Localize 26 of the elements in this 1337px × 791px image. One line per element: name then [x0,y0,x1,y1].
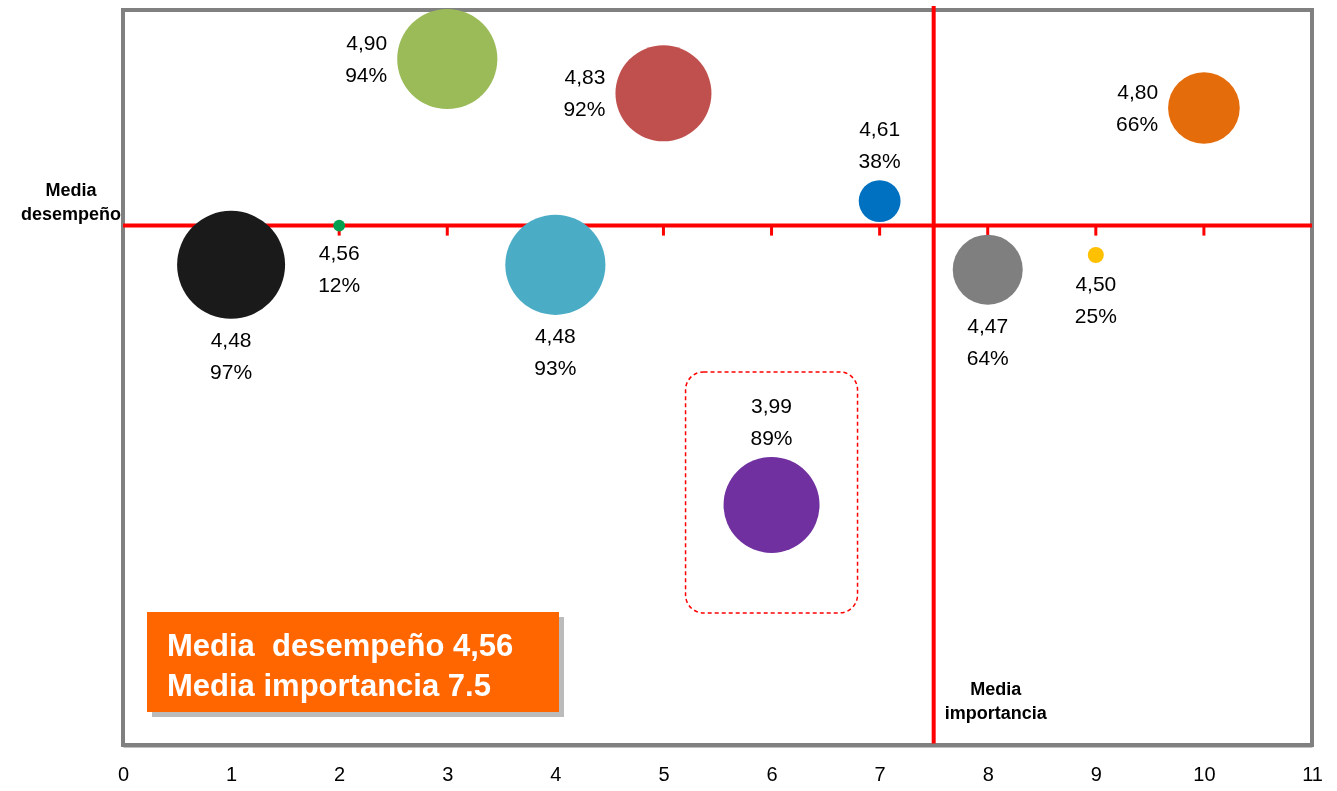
annotation: Media importancia 7.5 [167,668,491,703]
data-label: 4,48 93% [534,323,577,379]
data-label: 4,56 12% [318,240,361,296]
data-label: 4,61 38% [858,117,901,173]
x-tick-label: 9 [1090,763,1102,786]
x-tick-label: 5 [658,763,670,786]
x-tick-label: 3 [442,763,454,786]
data-label: 4,80 66% [1116,80,1159,135]
data-label: 4,47 64% [966,313,1009,369]
x-tick-label: 2 [334,763,346,786]
data-label: 3,99 89% [750,393,793,449]
x-tick-label: 0 [117,763,130,786]
x-tick-label: 6 [766,763,778,786]
data-label: 4,50 25% [1074,272,1117,328]
x-tick-label: 1 [226,763,238,786]
ref-line-label: Media desempeño [20,179,122,224]
x-tick-label: 11 [1302,763,1323,786]
data-label: 4,48 97% [210,327,253,383]
x-tick-label: 10 [1193,763,1216,786]
ref-line-label: Media importancia [944,679,1048,723]
data-label: 4,83 92% [563,65,606,121]
x-tick-label: 7 [874,763,886,786]
x-tick-label: 8 [982,763,994,786]
annotation: Media desempeño 4,56 [167,628,514,663]
data-label: 4,90 94% [345,31,388,86]
x-tick-label: 4 [550,763,562,786]
